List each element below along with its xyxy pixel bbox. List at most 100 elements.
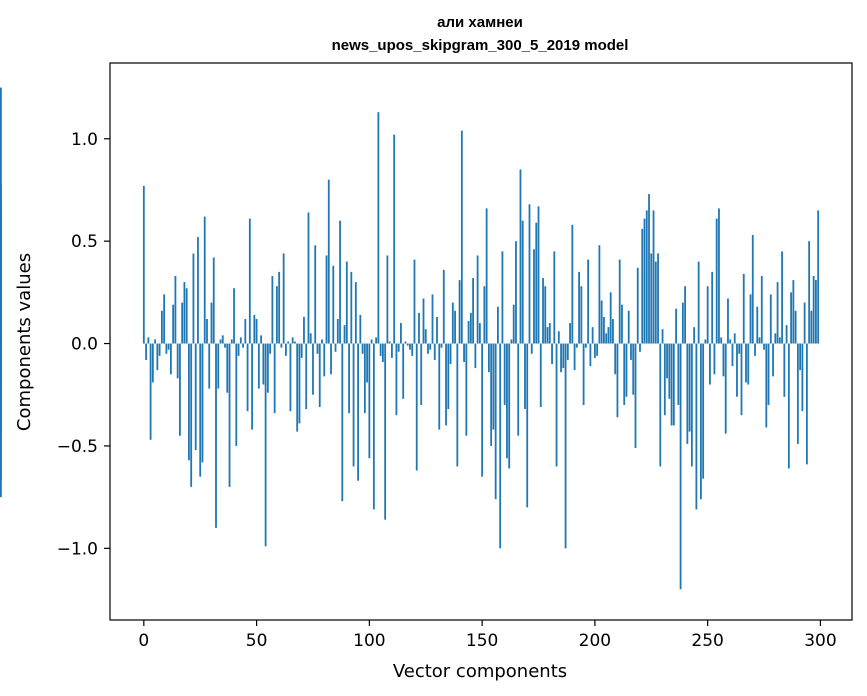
- bar-164: [512, 304, 515, 344]
- bar-234: [670, 343, 673, 426]
- bar-81: [325, 255, 328, 344]
- bar-undefined: [0, 200, 2, 344]
- bar-68: [296, 343, 299, 432]
- bar-56: [269, 343, 272, 354]
- bar-107: [384, 343, 387, 520]
- bar-37: [226, 343, 229, 393]
- y-tick-label: 1.0: [71, 130, 98, 150]
- bar-251: [709, 343, 711, 385]
- bar-240: [684, 286, 686, 344]
- bar-67: [294, 341, 296, 344]
- bar-109: [388, 341, 391, 344]
- bar-257: [722, 343, 725, 377]
- bar-173: [533, 249, 535, 344]
- bar-116: [404, 341, 407, 344]
- bar-89: [343, 325, 346, 344]
- bar-74: [309, 333, 312, 344]
- bar-261: [731, 343, 734, 367]
- bar-106: [381, 343, 384, 362]
- bar-128: [431, 294, 434, 344]
- bar-26: [201, 343, 204, 463]
- bar-64: [287, 341, 290, 344]
- bar-243: [690, 343, 693, 467]
- bar-198: [589, 343, 592, 367]
- bar-113: [397, 343, 400, 352]
- bar-273: [758, 337, 761, 344]
- bar-120: [413, 259, 416, 344]
- x-axis-ticks: 0 50 100 150 200 250 300: [138, 620, 837, 651]
- bar-163: [510, 339, 513, 344]
- bar-101: [370, 339, 373, 344]
- bar-77: [316, 343, 319, 354]
- bar-222: [643, 218, 646, 344]
- x-tick-label: 200: [579, 631, 611, 651]
- bar-200: [593, 343, 596, 358]
- bar-219: [636, 267, 639, 344]
- bar-209: [614, 343, 617, 375]
- bar-215: [627, 310, 630, 344]
- bar-127: [429, 343, 432, 350]
- bar-235: [672, 343, 675, 426]
- bar-51: [257, 343, 260, 389]
- bar-61: [280, 343, 283, 348]
- bar-43: [239, 337, 242, 344]
- bar-254: [715, 218, 718, 344]
- bar-166: [517, 343, 520, 436]
- bar-292: [801, 343, 804, 412]
- bar-117: [406, 343, 409, 346]
- bar-66: [291, 337, 294, 344]
- bar-171: [528, 204, 531, 344]
- bar-30: [210, 302, 213, 344]
- bar-165: [515, 241, 517, 344]
- bar-236: [675, 308, 677, 344]
- bar-86: [336, 318, 339, 344]
- bar-246: [697, 261, 700, 344]
- bar-19: [185, 288, 188, 344]
- bar-293: [803, 302, 806, 344]
- bar-84: [332, 265, 335, 344]
- bar-31: [212, 257, 215, 344]
- bar-188: [566, 343, 569, 360]
- bar-159: [501, 251, 504, 344]
- bar-213: [623, 343, 626, 405]
- bar-263: [736, 343, 738, 397]
- bar-47: [248, 218, 251, 344]
- bar-134: [445, 343, 447, 426]
- chart-title: али хамнеи: [437, 14, 523, 31]
- bar-65: [289, 343, 292, 412]
- bar-112: [395, 343, 398, 416]
- bar-7: [158, 343, 161, 356]
- bar-57: [271, 275, 274, 344]
- bar-191: [573, 343, 576, 371]
- bar-223: [645, 210, 648, 344]
- bar-238: [679, 343, 682, 590]
- bar-28: [206, 318, 208, 344]
- bar-211: [618, 259, 621, 344]
- bar-294: [805, 343, 808, 465]
- bar-40: [233, 288, 235, 344]
- bar-283: [781, 251, 783, 344]
- bar-126: [427, 343, 429, 354]
- bar-168: [521, 220, 524, 344]
- bar-206: [607, 327, 610, 344]
- bar-270: [751, 235, 754, 344]
- bar-27: [203, 216, 206, 344]
- bar-103: [375, 337, 378, 344]
- bar-41: [235, 343, 238, 446]
- bar-202: [598, 245, 601, 344]
- bar-144: [467, 321, 470, 344]
- bar-undefined: [0, 271, 2, 344]
- bar-92: [350, 271, 353, 344]
- bar-239: [681, 302, 684, 344]
- bar-250: [706, 286, 709, 344]
- bar-54: [264, 343, 267, 547]
- bar-194: [580, 286, 583, 344]
- bar-195: [582, 343, 585, 405]
- bar-214: [625, 343, 628, 397]
- bar-252: [711, 271, 714, 344]
- bar-32: [215, 343, 217, 528]
- bar-59: [275, 286, 278, 344]
- bar-130: [436, 316, 438, 344]
- bar-224: [648, 194, 650, 344]
- bar-274: [760, 275, 763, 344]
